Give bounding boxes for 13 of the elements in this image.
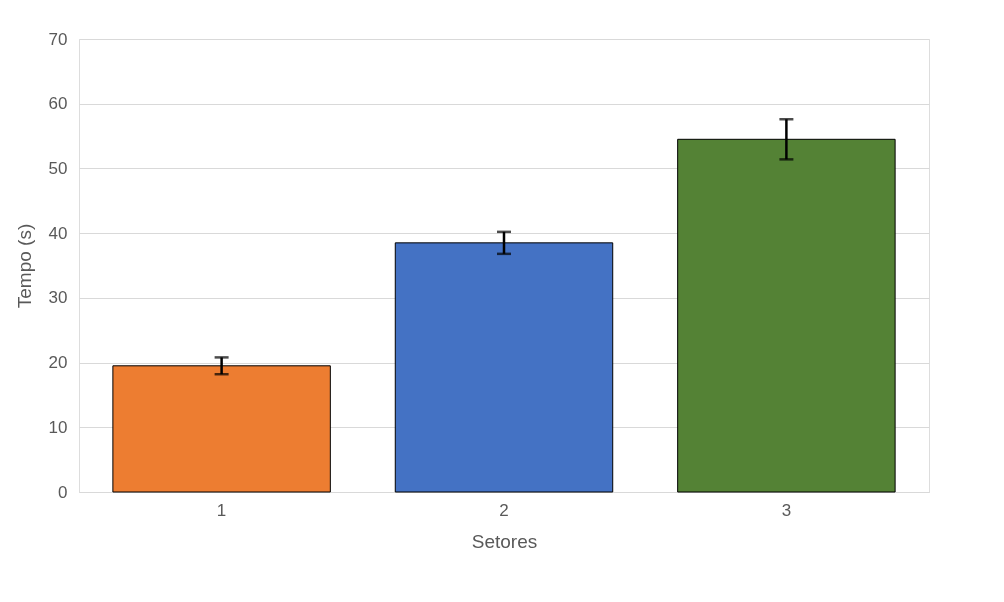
- x-axis-title: Setores: [471, 530, 538, 552]
- y-axis-title: Tempo (s): [13, 223, 35, 309]
- y-tick-label: 30: [48, 288, 68, 308]
- y-tick-label: 20: [48, 353, 68, 373]
- y-tick-label: 40: [48, 223, 68, 243]
- x-tick-label: 1: [216, 500, 227, 520]
- y-tick-label: 10: [48, 417, 68, 437]
- y-tick-label: 0: [58, 482, 68, 502]
- x-tick-label: 3: [781, 500, 792, 520]
- x-tick-label: 2: [499, 500, 509, 520]
- y-tick-label: 60: [48, 94, 68, 114]
- y-tick-label: 50: [48, 158, 68, 178]
- y-tick-label: 70: [48, 29, 68, 49]
